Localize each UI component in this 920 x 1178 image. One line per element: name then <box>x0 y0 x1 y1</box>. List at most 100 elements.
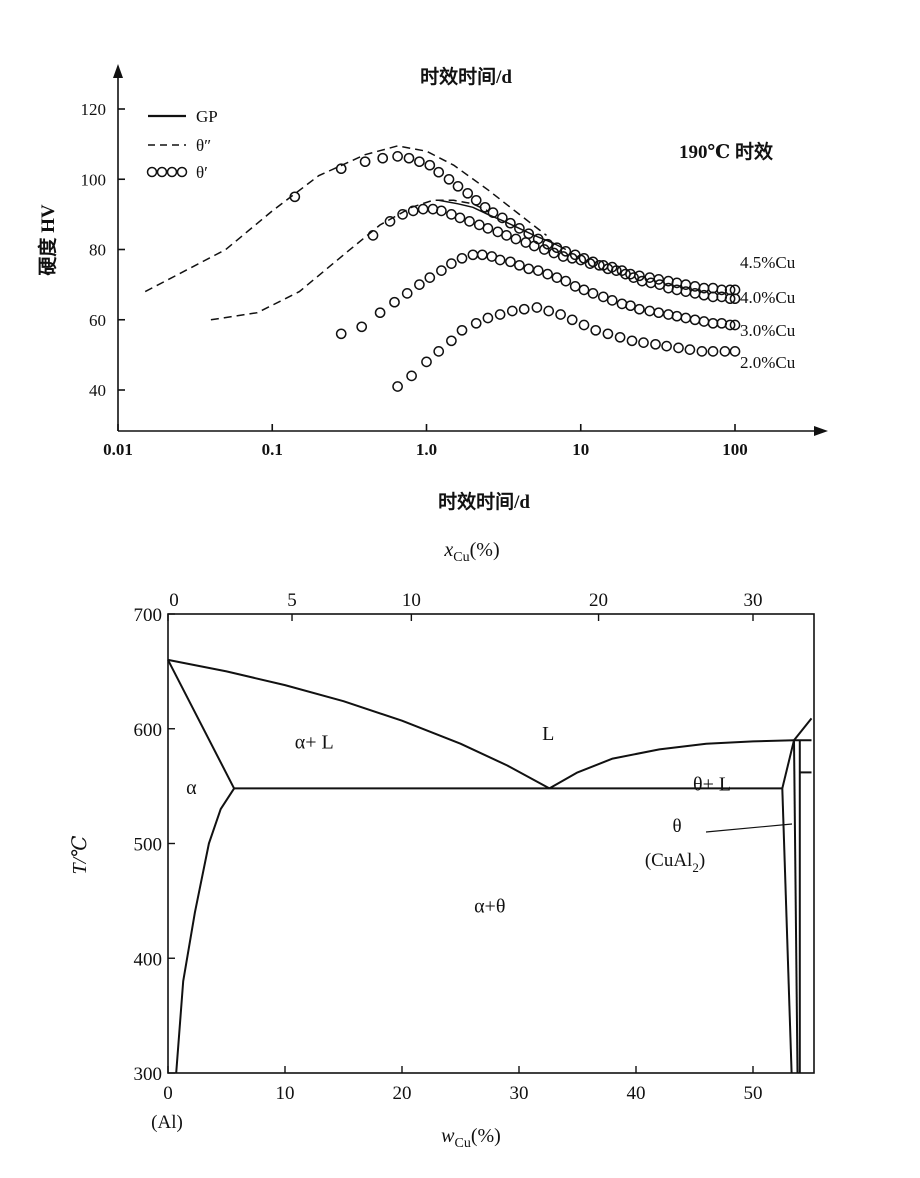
boundary-solidus-al <box>167 659 235 789</box>
series-40cu-point <box>575 254 587 266</box>
series-40cu-point <box>680 286 692 297</box>
chart2-y-tick-label: 400 <box>134 949 163 970</box>
chart2-xlabel-var: w <box>441 1125 455 1147</box>
chart1-x-tick-label: 1.0 <box>416 440 437 459</box>
chart1-x-tick-label: 0.01 <box>103 440 133 459</box>
chart2-origin-label: (Al) <box>151 1112 183 1133</box>
series-20cu-point <box>456 324 468 336</box>
chart2-ylabel: T/℃ <box>69 835 91 874</box>
series-20cu-point <box>638 337 649 348</box>
series-30cu-point <box>494 254 506 266</box>
series-45cu-point <box>289 191 301 203</box>
chart2-top-tick-label: 0 <box>169 590 179 611</box>
hardness-chart: 时效时间/d 190℃ 时效 时效时间/d 硬度 HV GP θ″ θ′ 0.0… <box>36 64 828 513</box>
chart2-top-tick-label: 5 <box>287 590 297 611</box>
series-45cu-point <box>470 194 482 206</box>
chart2-y-tick-label: 500 <box>134 835 163 856</box>
boundary-liquidus-theta <box>548 739 795 790</box>
series-20cu-point <box>602 328 614 340</box>
chart2-top-xlabel: xCu(%) <box>443 539 499 565</box>
theta-phase-name: θ <box>672 816 681 837</box>
series-20cu-point <box>482 312 494 324</box>
series-30cu-point <box>634 303 645 315</box>
chart1-legend: GP θ″ θ′ <box>146 107 218 182</box>
series-30cu-point <box>505 256 516 268</box>
series-30cu-point <box>560 275 572 287</box>
series-40cu-point <box>397 209 408 220</box>
boundary-solvus-al <box>175 787 235 1074</box>
series-40cu-point <box>707 291 719 303</box>
series-20cu-point <box>494 309 506 320</box>
chart2-y-tick-label: 300 <box>134 1064 163 1085</box>
chart1-y-tick-label: 60 <box>89 311 106 330</box>
series-30cu-point <box>476 249 488 261</box>
series-20cu-point <box>590 324 602 336</box>
series-40cu-point <box>482 223 494 234</box>
series-40cu-point <box>689 288 701 299</box>
chart2-top-tick-label: 20 <box>589 590 608 611</box>
series-40cu-point <box>454 212 466 224</box>
boundary-liquidus-upper <box>793 717 813 741</box>
series-40cu-point <box>501 230 512 241</box>
series-30cu-point <box>436 265 447 276</box>
chart2-y-tick-label: 700 <box>134 605 163 626</box>
series-40cu-point <box>436 205 447 217</box>
chart2-y-tick-label: 600 <box>134 720 163 741</box>
series-45cu-point <box>424 159 436 171</box>
phase-region-label: α+ L <box>295 731 334 753</box>
series-45cu-point <box>392 151 403 162</box>
series-30cu-point <box>644 305 656 317</box>
series-30cu-point <box>587 288 599 299</box>
series-45cu-point <box>335 163 347 175</box>
series-20cu-point <box>696 346 708 357</box>
series-label-30cu: 3.0%Cu <box>740 321 796 340</box>
chart1-y-tick-label: 100 <box>81 170 107 189</box>
series-45cu-point <box>634 270 645 282</box>
series-40cu-point <box>729 293 741 305</box>
chart2-frame <box>167 613 815 1074</box>
series-40cu-point <box>510 233 522 245</box>
series-30cu-point <box>689 314 701 326</box>
series-20cu-point <box>433 346 445 357</box>
series-30cu-point <box>597 291 609 303</box>
series-30cu-point <box>616 298 628 310</box>
series-40cu-point <box>492 226 504 238</box>
series-45cu-theta2-line <box>144 145 547 293</box>
theta-formula-main: (CuAl <box>645 850 693 871</box>
chart1-y-tick-label: 120 <box>81 100 107 119</box>
chart1-x-tick-label: 0.1 <box>262 440 283 459</box>
chart1-x-arrow <box>814 426 828 436</box>
phase-region-label: θ+ L <box>693 774 731 796</box>
series-45cu-point <box>359 156 371 168</box>
chart2-x-tick-label: 20 <box>393 1083 412 1104</box>
legend-gp-label: GP <box>196 107 218 126</box>
chart2-top-xlabel-unit: (%) <box>470 539 500 561</box>
series-40cu-point <box>417 203 429 215</box>
series-40cu-point <box>528 240 540 252</box>
series-20cu-point <box>470 317 482 329</box>
series-30cu-point <box>716 317 728 329</box>
chart2-x-tick-label: 40 <box>627 1083 646 1104</box>
theta-formula-sub: 2 <box>692 860 699 875</box>
series-40cu-point <box>716 291 728 303</box>
chart2-x-tick-label: 30 <box>510 1083 529 1104</box>
chart1-x-tick-label: 100 <box>722 440 748 459</box>
series-30cu-point <box>729 319 741 331</box>
series-40cu-point <box>407 205 419 217</box>
series-30cu-point <box>680 312 692 324</box>
series-45cu-point <box>707 282 719 294</box>
series-40cu-point <box>446 209 457 220</box>
series-label-45cu: 4.5%Cu <box>740 253 796 272</box>
series-20cu-point <box>578 319 590 331</box>
chart1-annotation: 190℃ 时效 <box>679 140 773 163</box>
series-20cu-point <box>719 346 731 357</box>
series-45cu-point <box>716 284 728 296</box>
series-20cu-point <box>518 303 530 315</box>
boundary-liquidus-al <box>167 658 550 790</box>
series-30cu-point <box>424 272 436 283</box>
chart2-xlabel-unit: (%) <box>471 1125 501 1147</box>
chart2-x-tick-label: 10 <box>276 1083 295 1104</box>
phase-region-label: α+θ <box>474 895 505 917</box>
series-40cu-point <box>584 258 596 269</box>
series-40cu-point <box>464 216 475 227</box>
